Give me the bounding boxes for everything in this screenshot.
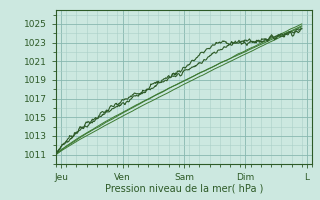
X-axis label: Pression niveau de la mer( hPa ): Pression niveau de la mer( hPa ) — [105, 183, 263, 193]
